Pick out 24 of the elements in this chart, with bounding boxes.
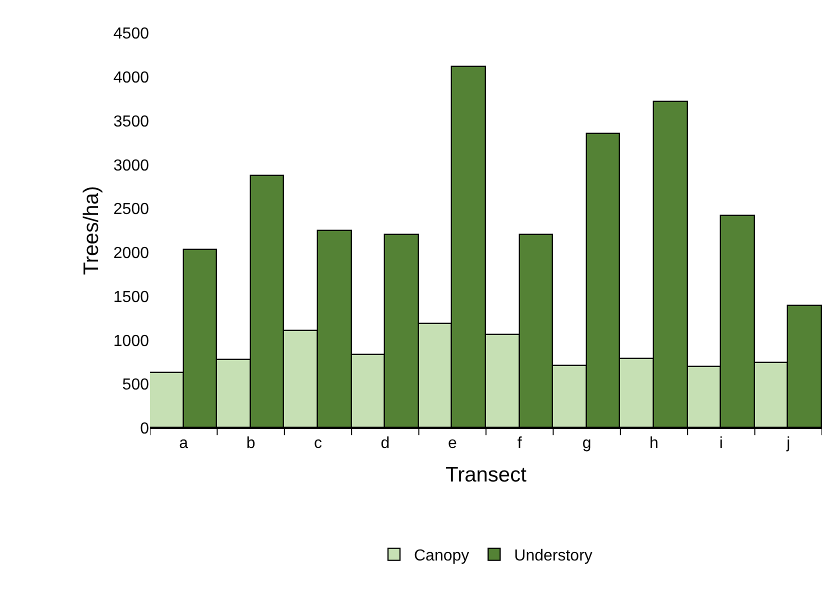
y-tick-label: 1000: [113, 332, 150, 350]
y-axis-title: Trees/ha): [80, 186, 103, 276]
legend-label: Canopy: [414, 548, 470, 565]
y-tick-label: 2000: [113, 245, 150, 262]
y-tick-label: 0: [140, 420, 150, 438]
x-tick-label: f: [517, 435, 522, 452]
x-tick-label: b: [246, 435, 256, 452]
x-axis-title: Transect: [446, 463, 527, 486]
x-tick-label: i: [719, 435, 723, 452]
y-tick-label: 1500: [113, 288, 150, 306]
x-tick-label: j: [786, 435, 790, 452]
y-tick-label: 3500: [113, 113, 150, 130]
y-tick-label: 3000: [113, 157, 150, 174]
x-tick-label: h: [650, 435, 658, 452]
y-tick-label: 4000: [113, 69, 150, 86]
x-tick-label: c: [314, 435, 322, 452]
x-tick-label: e: [448, 435, 457, 452]
x-tick-label: d: [380, 435, 390, 452]
y-tick-label: 4500: [113, 26, 150, 43]
legend-label: Understory: [514, 548, 592, 565]
x-tick-label: a: [179, 435, 188, 452]
y-tick-label: 2500: [113, 201, 150, 218]
y-tick-label: 500: [122, 376, 150, 394]
x-tick-label: g: [582, 435, 592, 452]
